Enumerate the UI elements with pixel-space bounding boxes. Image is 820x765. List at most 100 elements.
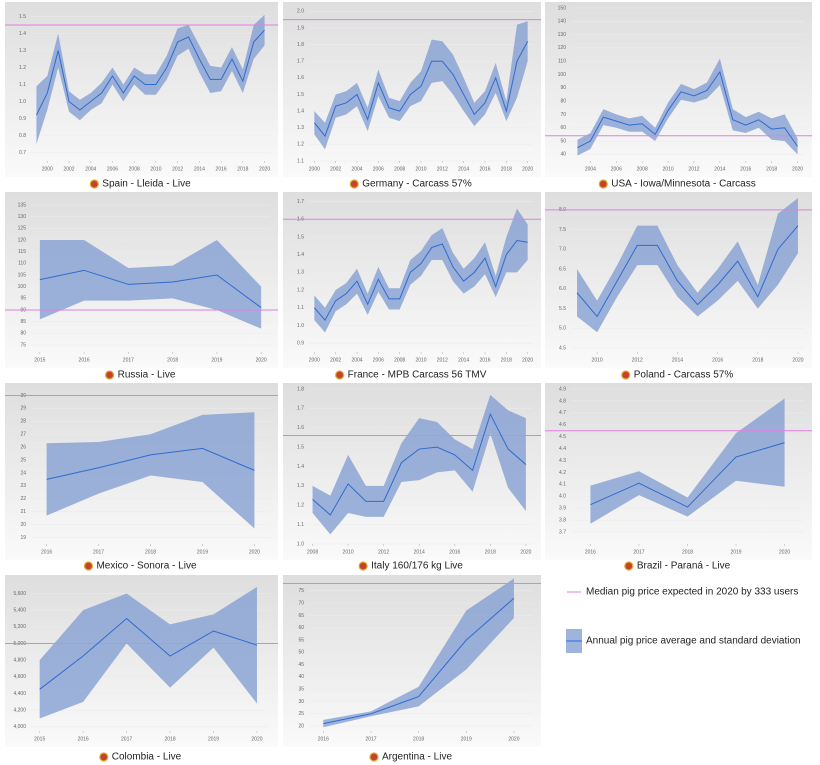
flag-icon <box>99 752 109 762</box>
chart-title: Mexico - Sonora - Live <box>96 561 196 572</box>
x-tick-label: 2002 <box>330 357 341 363</box>
x-tick-label: 2006 <box>107 166 118 172</box>
x-tick-label: 2017 <box>121 736 132 742</box>
y-tick-label: 6.0 <box>559 286 566 292</box>
x-tick-label: 2017 <box>123 357 134 363</box>
y-tick-label: 1.8 <box>297 42 304 48</box>
x-tick-label: 2020 <box>792 357 803 363</box>
flag-icon <box>335 370 345 380</box>
y-tick-label: 4.3 <box>559 458 566 464</box>
y-tick-label: 140 <box>558 19 567 25</box>
y-tick-label: 26 <box>20 444 26 450</box>
x-tick-label: 2019 <box>197 549 208 555</box>
y-tick-label: 5.0 <box>559 326 566 332</box>
y-tick-label: 1.7 <box>297 406 304 412</box>
chart-title: Germany - Carcass 57% <box>362 179 472 190</box>
x-tick-label: 2008 <box>394 166 405 172</box>
y-tick-label: 3.9 <box>559 506 566 512</box>
x-tick-label: 2020 <box>508 736 519 742</box>
y-tick-label: 1.5 <box>297 444 304 450</box>
y-tick-label: 1.5 <box>297 234 304 240</box>
x-tick-label: 2020 <box>251 736 262 742</box>
x-tick-label: 2017 <box>633 549 644 555</box>
chart-title: Russia - Live <box>118 370 176 381</box>
x-tick-label: 2014 <box>414 549 425 555</box>
y-tick-label: 4,000 <box>13 724 26 730</box>
x-tick-label: 2004 <box>585 166 596 172</box>
y-tick-label: 1.2 <box>297 142 304 148</box>
average-line <box>590 442 785 508</box>
y-tick-label: 55 <box>298 637 304 643</box>
chart-title: Colombia - Live <box>112 752 182 763</box>
y-tick-label: 5.5 <box>559 306 566 312</box>
x-tick-label: 2010 <box>415 166 426 172</box>
x-tick-label: 2018 <box>237 166 248 172</box>
x-tick-label: 2010 <box>150 166 161 172</box>
x-tick-label: 2015 <box>34 736 45 742</box>
y-tick-label: 1.4 <box>297 464 304 470</box>
y-tick-label: 20 <box>298 723 304 729</box>
x-tick-label: 2018 <box>167 357 178 363</box>
y-tick-label: 4,400 <box>13 691 26 697</box>
y-tick-label: 4.2 <box>559 470 566 476</box>
x-tick-label: 2006 <box>373 166 384 172</box>
x-tick-label: 2002 <box>330 166 341 172</box>
flag-icon <box>369 752 379 762</box>
y-tick-label: 1.0 <box>19 99 26 105</box>
y-tick-label: 1.7 <box>297 199 304 205</box>
x-tick-label: 2010 <box>343 549 354 555</box>
x-tick-label: 2004 <box>351 166 362 172</box>
y-tick-label: 80 <box>20 331 26 337</box>
x-tick-label: 2018 <box>413 736 424 742</box>
x-tick-label: 2016 <box>216 166 227 172</box>
y-tick-label: 1.0 <box>297 541 304 547</box>
x-tick-label: 2004 <box>351 357 362 363</box>
y-tick-label: 75 <box>298 588 304 594</box>
y-tick-label: 0.8 <box>19 133 26 139</box>
flag-icon <box>621 370 631 380</box>
y-tick-label: 4.7 <box>559 410 566 416</box>
y-tick-label: 24 <box>20 470 26 476</box>
flag-icon <box>598 179 608 189</box>
y-tick-label: 1.6 <box>297 425 304 431</box>
y-tick-label: 130 <box>18 214 27 220</box>
y-tick-label: 5,200 <box>13 624 26 630</box>
y-tick-label: 25 <box>298 711 304 717</box>
y-tick-label: 105 <box>18 272 27 278</box>
x-tick-label: 2000 <box>309 357 320 363</box>
chart-title: France - MPB Carcass 56 TMV <box>348 370 487 381</box>
x-tick-label: 2008 <box>394 357 405 363</box>
chart-title: Poland - Carcass 57% <box>634 370 734 381</box>
x-tick-label: 2012 <box>378 549 389 555</box>
y-tick-label: 120 <box>18 237 27 243</box>
x-tick-label: 2018 <box>501 166 512 172</box>
average-line <box>313 41 529 138</box>
y-tick-label: 1.2 <box>297 287 304 293</box>
y-tick-label: 40 <box>560 152 566 158</box>
x-tick-label: 2018 <box>164 736 175 742</box>
chart-title: Italy 160/176 kg Live <box>371 561 463 572</box>
x-tick-label: 2006 <box>611 166 622 172</box>
x-tick-label: 2012 <box>172 166 183 172</box>
y-tick-label: 70 <box>298 600 304 606</box>
flag-icon <box>83 561 94 571</box>
x-tick-label: 2010 <box>415 357 426 363</box>
x-tick-label: 2016 <box>585 549 596 555</box>
y-tick-label: 4,600 <box>13 674 26 680</box>
y-tick-label: 1.1 <box>297 158 304 164</box>
y-tick-label: 4.5 <box>559 345 566 351</box>
y-tick-label: 1.5 <box>297 92 304 98</box>
x-tick-label: 2016 <box>712 357 723 363</box>
x-tick-label: 2014 <box>194 166 205 172</box>
x-tick-label: 2017 <box>365 736 376 742</box>
y-tick-label: 60 <box>560 125 566 131</box>
average-line <box>39 269 262 309</box>
y-tick-label: 50 <box>560 138 566 144</box>
x-tick-label: 2018 <box>485 549 496 555</box>
y-tick-label: 25 <box>20 457 26 463</box>
y-tick-label: 2.0 <box>297 9 304 15</box>
y-tick-label: 0.9 <box>19 116 26 122</box>
x-tick-label: 2016 <box>78 736 89 742</box>
y-tick-label: 115 <box>18 249 26 255</box>
